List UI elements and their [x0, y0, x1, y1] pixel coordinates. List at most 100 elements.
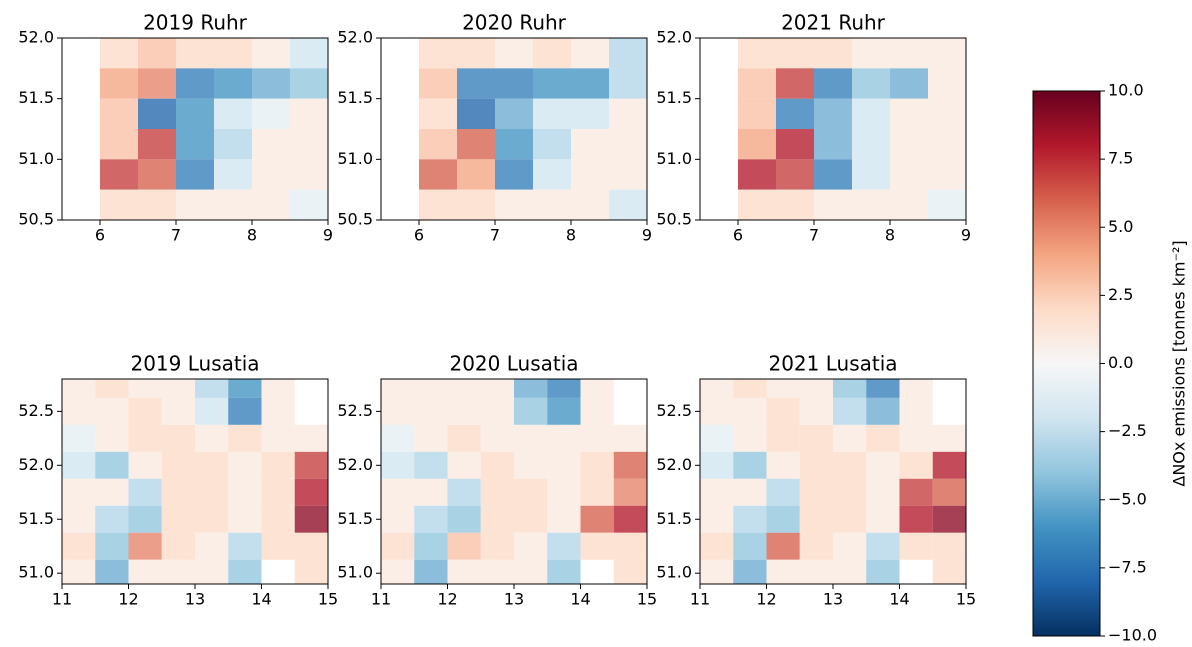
- heat-cell: [414, 397, 448, 425]
- heat-cell: [128, 451, 162, 479]
- heat-cell: [738, 68, 776, 99]
- heat-cell: [932, 451, 966, 479]
- heat-cell: [447, 379, 481, 398]
- heat-cell: [571, 68, 609, 99]
- heat-cell: [928, 38, 966, 69]
- heat-cell: [161, 559, 195, 584]
- heat-cell: [833, 424, 867, 452]
- y-tick-label: 52.0: [656, 28, 692, 47]
- heat-cell: [261, 532, 295, 560]
- x-tick-label: 12: [118, 590, 138, 609]
- heat-cell: [228, 505, 262, 533]
- colorbar-label: ΔNOx emissions [tonnes km⁻²]: [1170, 240, 1189, 486]
- heat-cell: [928, 129, 966, 160]
- heat-cell: [799, 478, 833, 506]
- heat-cell: [480, 379, 514, 398]
- x-tick-label: 7: [809, 226, 819, 245]
- heat-cell: [852, 38, 890, 69]
- x-tick-label: 9: [323, 226, 333, 245]
- heat-cell: [290, 129, 328, 160]
- heat-cell: [252, 38, 290, 69]
- heat-cell: [890, 189, 928, 220]
- heat-cell: [252, 159, 290, 190]
- x-tick-label: 7: [171, 226, 181, 245]
- heat-cell: [571, 159, 609, 190]
- heat-cell: [613, 451, 647, 479]
- heat-cell: [419, 159, 457, 190]
- heat-cell: [214, 189, 252, 220]
- heat-cell: [138, 159, 176, 190]
- heat-cell: [480, 505, 514, 533]
- heat-cell: [252, 98, 290, 129]
- heat-cell: [776, 159, 814, 190]
- x-tick-label: 6: [95, 226, 105, 245]
- x-tick-label: 14: [570, 590, 590, 609]
- heat-cell: [62, 532, 96, 560]
- heat-cell: [580, 379, 614, 398]
- colorbar-tick-label: 10.0: [1108, 81, 1144, 100]
- heat-cell: [733, 505, 767, 533]
- map-panel: 2019 Lusatia 11 12 13 14 15 51.0 51.5 52.0 52.5: [18, 352, 338, 609]
- heat-cell: [381, 505, 415, 533]
- heat-cell: [290, 159, 328, 190]
- heat-cell: [733, 379, 767, 398]
- heat-cell: [766, 424, 800, 452]
- heat-cell: [609, 189, 647, 220]
- heat-cell: [899, 532, 933, 560]
- heat-cell: [609, 129, 647, 160]
- y-tick-label: 52.0: [337, 455, 373, 474]
- heat-cell: [609, 38, 647, 69]
- x-tick-label: 11: [52, 590, 72, 609]
- heat-cell: [890, 98, 928, 129]
- heat-cell: [852, 98, 890, 129]
- heat-cell: [776, 68, 814, 99]
- heat-cell: [457, 129, 495, 160]
- heat-cell: [866, 424, 900, 452]
- heat-cell: [571, 189, 609, 220]
- heat-cell: [932, 559, 966, 584]
- heat-cell: [480, 424, 514, 452]
- x-tick-label: 13: [185, 590, 205, 609]
- heat-cell: [799, 397, 833, 425]
- heat-cell: [733, 478, 767, 506]
- x-tick-label: 14: [889, 590, 909, 609]
- heat-cell: [414, 505, 448, 533]
- heat-cell: [176, 68, 214, 99]
- heat-cell: [161, 478, 195, 506]
- colorbar-tick-label: −10.0: [1108, 626, 1157, 645]
- heat-cell: [414, 424, 448, 452]
- colorbar-tick-label: 7.5: [1108, 149, 1133, 168]
- heat-cell: [176, 98, 214, 129]
- heat-cell: [414, 559, 448, 584]
- heat-cell: [294, 424, 328, 452]
- heat-cell: [580, 505, 614, 533]
- y-tick-label: 51.0: [337, 563, 373, 582]
- heat-cell: [419, 68, 457, 99]
- map-panel: 2020 Ruhr 6 7 8 9 50.5 51.0 51.5 52.0: [337, 11, 652, 245]
- map-panel: 2020 Lusatia 11 12 13 14 15 51.0 51.5 52.0 52.5: [337, 352, 657, 609]
- heat-cell: [776, 129, 814, 160]
- heat-cell: [866, 532, 900, 560]
- heat-cell: [514, 379, 548, 398]
- heat-cell: [261, 379, 295, 398]
- heat-cell: [261, 424, 295, 452]
- y-tick-label: 52.5: [656, 401, 692, 420]
- x-tick-label: 9: [642, 226, 652, 245]
- heat-cell: [214, 68, 252, 99]
- heat-cell: [495, 98, 533, 129]
- heat-cell: [161, 424, 195, 452]
- heat-cell: [766, 505, 800, 533]
- heat-cell: [700, 505, 734, 533]
- heat-cell: [447, 505, 481, 533]
- heat-cell: [176, 159, 214, 190]
- colorbar-tick-label: −7.5: [1108, 557, 1147, 576]
- heat-cell: [733, 559, 767, 584]
- heat-cell: [381, 379, 415, 398]
- heat-cell: [480, 532, 514, 560]
- heat-cell: [776, 98, 814, 129]
- heat-cell: [214, 38, 252, 69]
- heat-cell: [228, 379, 262, 398]
- heat-cell: [261, 478, 295, 506]
- y-tick-label: 51.0: [18, 563, 54, 582]
- heat-cell: [852, 129, 890, 160]
